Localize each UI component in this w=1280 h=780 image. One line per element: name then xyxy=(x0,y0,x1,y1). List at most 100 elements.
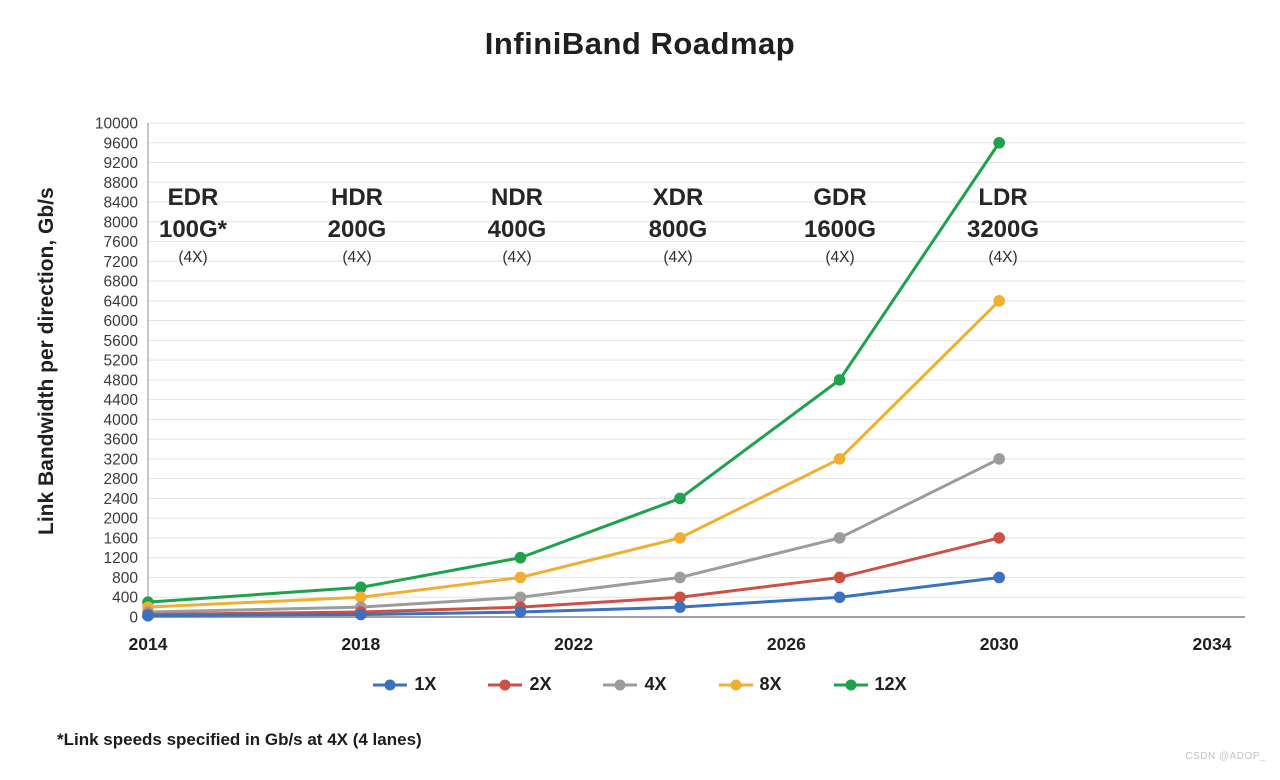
y-tick-label: 8400 xyxy=(104,195,139,212)
y-tick-label: 10000 xyxy=(95,116,138,133)
series-line-8x xyxy=(146,299,1001,609)
data-point-8x xyxy=(674,532,686,544)
legend-dot-icon xyxy=(845,679,857,690)
y-tick-label: 4400 xyxy=(104,392,139,409)
y-tick-label: 1600 xyxy=(104,530,139,547)
y-tick-label: 6800 xyxy=(104,274,139,291)
data-point-12x xyxy=(355,581,367,594)
generation-lanes: (4X) xyxy=(663,249,692,266)
generation-speed: 100G* xyxy=(159,216,228,243)
y-tick-label: 6400 xyxy=(104,293,139,310)
footnote: *Link speeds specified in Gb/s at 4X (4 … xyxy=(57,730,422,749)
generation-speed: 400G xyxy=(488,216,547,243)
y-tick-label: 9200 xyxy=(104,155,139,172)
x-tick-label: 2030 xyxy=(980,634,1019,654)
watermark: CSDN @ADOP_ xyxy=(1185,751,1266,762)
generation-lanes: (4X) xyxy=(342,249,371,266)
y-tick-label: 3600 xyxy=(104,432,139,449)
series-line-2x xyxy=(146,536,1001,617)
generation-name: GDR xyxy=(813,184,866,211)
y-tick-label: 2000 xyxy=(104,511,139,528)
generation-speed: 1600G xyxy=(804,216,876,243)
legend-label-2x: 2X xyxy=(529,674,552,694)
legend-item-4x: 4X xyxy=(603,674,667,695)
data-point-12x xyxy=(674,492,686,505)
x-tick-label: 2022 xyxy=(554,634,593,654)
x-tick-label: 2018 xyxy=(341,634,380,654)
series-line-12x xyxy=(146,141,1001,604)
data-point-8x xyxy=(514,571,527,584)
data-point-12x xyxy=(833,374,846,386)
legend-item-1x: 1X xyxy=(373,674,436,695)
data-point-8x xyxy=(833,453,846,465)
data-point-12x xyxy=(993,136,1005,149)
x-tick-label: 2026 xyxy=(767,634,806,654)
legend-label-8x: 8X xyxy=(759,674,782,694)
generation-name: XDR xyxy=(653,184,704,211)
series-line-1x xyxy=(146,575,1001,618)
data-point-4x xyxy=(833,532,846,544)
data-point-2x xyxy=(993,532,1005,544)
generation-name: EDR xyxy=(168,184,219,211)
data-point-1x xyxy=(674,601,686,613)
y-tick-label: 5200 xyxy=(104,353,139,370)
generation-lanes: (4X) xyxy=(988,249,1017,266)
y-tick-label: 4800 xyxy=(104,372,139,389)
y-tick-label: 2400 xyxy=(104,491,139,508)
data-point-1x xyxy=(993,571,1005,584)
y-tick-label: 1200 xyxy=(104,550,139,567)
generation-name: LDR xyxy=(978,184,1027,211)
y-tick-label: 8000 xyxy=(104,214,139,231)
legend-label-4x: 4X xyxy=(644,674,667,694)
data-point-2x xyxy=(833,571,846,584)
generation-lanes: (4X) xyxy=(178,249,207,266)
x-tick-label: 2034 xyxy=(1193,634,1232,654)
y-tick-label: 400 xyxy=(112,590,138,607)
legend-dot-icon xyxy=(499,679,511,690)
legend-dot-icon xyxy=(614,679,626,690)
data-point-1x xyxy=(355,608,367,621)
data-point-1x xyxy=(833,591,846,604)
data-point-1x xyxy=(142,609,154,622)
y-tick-label: 6000 xyxy=(104,313,139,330)
chart-legend: 1X 2X 4X 8X 12X xyxy=(0,674,1280,695)
generation-speed: 200G xyxy=(328,216,387,243)
y-tick-label: 2800 xyxy=(104,471,139,488)
y-tick-label: 0 xyxy=(129,610,138,627)
generation-speed: 3200G xyxy=(967,216,1039,243)
legend-swatch-2x xyxy=(488,679,523,690)
legend-dot-icon xyxy=(384,679,396,690)
y-tick-label: 4000 xyxy=(104,412,139,429)
legend-item-2x: 2X xyxy=(488,674,551,695)
generation-name: NDR xyxy=(491,184,543,211)
legend-swatch-4x xyxy=(603,679,638,690)
chart-title: InfiniBand Roadmap xyxy=(484,26,796,61)
data-point-4x xyxy=(993,453,1005,465)
data-point-12x xyxy=(514,551,527,564)
legend-item-12x: 12X xyxy=(833,674,907,695)
y-tick-label: 7200 xyxy=(104,254,139,271)
y-tick-label: 3200 xyxy=(104,451,139,468)
legend-dot-icon xyxy=(730,679,742,690)
x-tick-label: 2014 xyxy=(129,634,168,654)
generation-name: HDR xyxy=(331,184,383,211)
legend-swatch-1x xyxy=(373,679,408,690)
y-tick-label: 5600 xyxy=(104,333,139,350)
legend-label-12x: 12X xyxy=(874,674,907,694)
series-line-4x xyxy=(146,457,1001,614)
data-point-8x xyxy=(993,295,1005,307)
generation-lanes: (4X) xyxy=(502,249,531,266)
y-tick-label: 8800 xyxy=(104,175,139,192)
y-tick-label: 7600 xyxy=(104,234,139,251)
legend-swatch-12x xyxy=(833,679,868,690)
legend-label-1x: 1X xyxy=(414,674,437,694)
data-point-4x xyxy=(674,571,686,584)
data-point-1x xyxy=(514,606,527,618)
legend-swatch-8x xyxy=(718,679,753,690)
generation-lanes: (4X) xyxy=(825,249,854,266)
legend-item-8x: 8X xyxy=(718,674,782,695)
y-tick-label: 9600 xyxy=(104,135,139,152)
y-tick-label: 800 xyxy=(112,570,138,587)
